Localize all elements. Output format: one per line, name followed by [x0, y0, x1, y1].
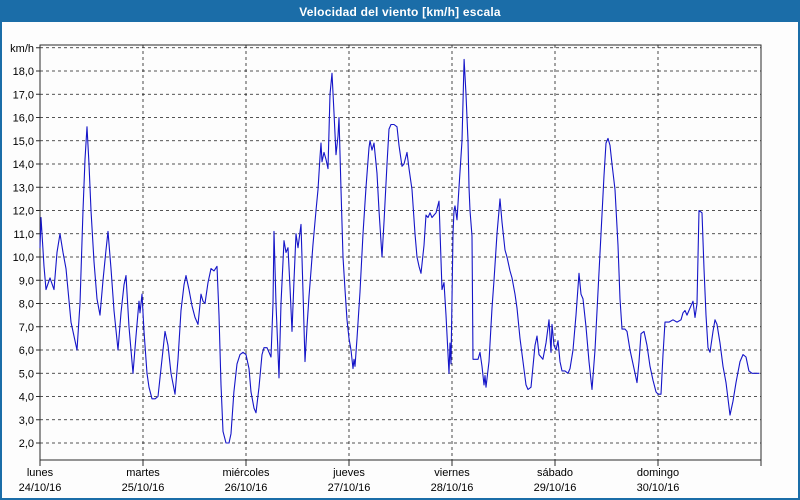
- y-axis-tick-label: 16,0: [13, 113, 34, 125]
- day-date-label: 27/10/16: [328, 482, 371, 494]
- y-axis-tick-label: 5,0: [19, 368, 34, 380]
- wind-speed-line: [39, 58, 760, 444]
- y-axis-tick-label: 14,0: [13, 159, 34, 171]
- day-name-label: jueves: [332, 467, 365, 479]
- y-axis-tick-label: 9,0: [19, 275, 34, 287]
- y-axis-tick-label: 6,0: [19, 345, 34, 357]
- day-date-label: 26/10/16: [225, 482, 268, 494]
- day-date-label: 28/10/16: [431, 482, 474, 494]
- day-name-label: viernes: [434, 467, 470, 479]
- day-name-label: martes: [126, 467, 160, 479]
- y-axis-tick-label: 18,0: [13, 66, 34, 78]
- y-axis-tick-label: 2,0: [19, 438, 34, 450]
- day-date-label: 30/10/16: [637, 482, 680, 494]
- y-axis-tick-label: 13,0: [13, 182, 34, 194]
- day-name-label: domingo: [637, 467, 679, 479]
- day-date-label: 25/10/16: [122, 482, 165, 494]
- plot-border: [39, 44, 762, 461]
- y-axis-tick-label: 8,0: [19, 299, 34, 311]
- y-axis-tick-label: 10,0: [13, 252, 34, 264]
- y-axis-tick-label: 15,0: [13, 136, 34, 148]
- y-axis-unit-label: km/h: [10, 43, 34, 55]
- y-axis-tick-label: 11,0: [13, 229, 34, 241]
- day-name-label: lunes: [27, 467, 54, 479]
- y-axis-tick-label: 3,0: [19, 415, 34, 427]
- day-name-label: sábado: [537, 467, 573, 479]
- day-date-label: 24/10/16: [19, 482, 62, 494]
- chart-title: Velocidad del viento [km/h] escala: [299, 5, 501, 19]
- y-axis-tick-label: 17,0: [13, 89, 34, 101]
- y-axis-tick-label: 12,0: [13, 206, 34, 218]
- chart-area: 2,0 3,0 4,0 5,0 6,0 7,0 8,0 9,0 10,0 11,0 12,0 13,0…: [2, 22, 798, 498]
- y-axis-tick-label: 7,0: [19, 322, 34, 334]
- y-axis-tick-label: 4,0: [19, 392, 34, 404]
- day-name-label: miércoles: [222, 467, 270, 479]
- title-bar: Velocidad del viento [km/h] escala: [2, 2, 798, 22]
- day-date-label: 29/10/16: [534, 482, 577, 494]
